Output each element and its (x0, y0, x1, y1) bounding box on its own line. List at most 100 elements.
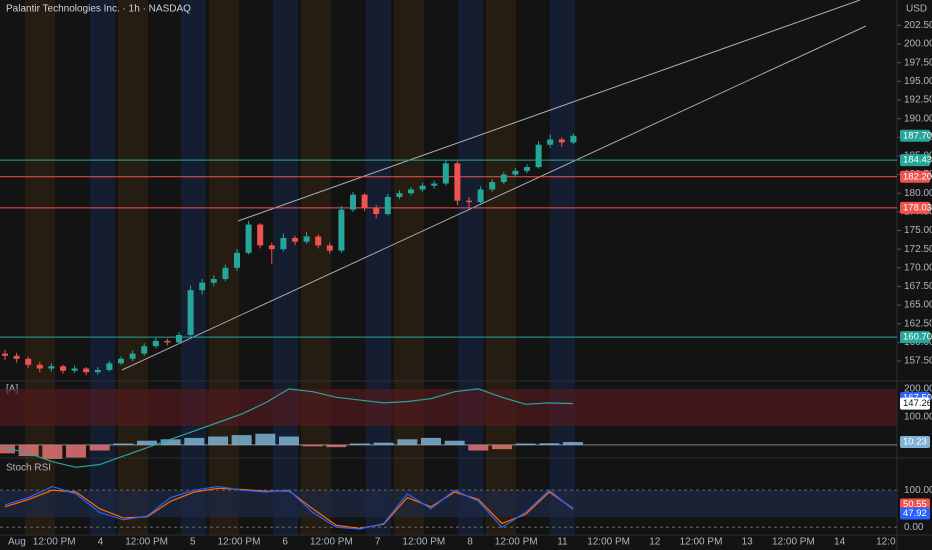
candle-body (384, 196, 391, 215)
price-badge-label: 182.20 (903, 171, 932, 182)
candle-body (187, 290, 194, 335)
candle-body (535, 144, 542, 168)
y-tick-label: 175.00 (904, 225, 932, 236)
macd-hist (468, 444, 489, 451)
candle-body (129, 353, 136, 359)
candle-body (141, 346, 148, 354)
candle-body (2, 353, 8, 356)
candle-body (373, 208, 380, 215)
macd-hist (89, 444, 110, 451)
macd-hist (255, 433, 276, 445)
macd-hist (492, 444, 512, 450)
x-tick-label: 5 (190, 537, 196, 548)
price-badge-label: 184.43 (903, 155, 932, 166)
session-band (301, 0, 331, 535)
candle-body (500, 174, 507, 183)
candle-body (245, 224, 252, 253)
x-tick-label: 6 (282, 537, 288, 548)
x-tick-label: Aug (8, 537, 26, 548)
y-tick-label: 200.00 (904, 39, 932, 50)
session-band (550, 0, 575, 535)
y-tick-label: 200.00 (904, 384, 932, 395)
candle-body (489, 182, 496, 190)
candle-body (558, 139, 565, 143)
y-tick-label: 195.00 (904, 76, 932, 87)
trend-line (121, 25, 867, 371)
macd-hist (279, 436, 299, 445)
trend-line (237, 0, 861, 222)
y-tick-label: 202.50 (904, 20, 932, 31)
x-tick-label: 13 (742, 537, 754, 548)
candle-body (164, 340, 171, 343)
candle-body (303, 236, 310, 242)
candle-body (361, 194, 368, 209)
x-tick-label: 12:00 PM (495, 537, 538, 548)
session-band (486, 0, 516, 535)
macd-hist (515, 443, 536, 445)
macd-hist (208, 436, 228, 445)
x-tick-label: 12:00 PM (772, 537, 815, 548)
session-band (118, 0, 148, 535)
price-badge-label: 187.70 (903, 130, 932, 141)
candle-body (257, 224, 264, 246)
candle-body (60, 366, 66, 371)
stoch-badge-label: 50.55 (903, 499, 927, 510)
candle-body (338, 209, 345, 251)
candle-body (234, 252, 240, 268)
macd-hist (160, 439, 181, 445)
candle-body (152, 340, 159, 347)
x-tick-label: 12:00 PM (587, 537, 630, 548)
x-tick-label: 7 (375, 537, 381, 548)
x-tick-label: 12:00 PM (125, 537, 168, 548)
candle-body (350, 194, 356, 210)
price-badge (900, 129, 930, 142)
candle-body (477, 189, 484, 203)
currency: USD (906, 4, 927, 15)
candle-body (71, 368, 78, 371)
candle-body (442, 163, 449, 184)
candle-body (36, 364, 43, 369)
stoch-badge-label: 47.92 (903, 508, 927, 519)
y-tick-label: 172.50 (904, 244, 932, 255)
price-badge (900, 170, 930, 183)
candle-body (210, 278, 217, 283)
macd-hist (421, 437, 441, 445)
y-tick-label: 190.00 (904, 113, 932, 124)
line-badge (900, 397, 930, 410)
price-badge (900, 201, 930, 214)
candle-body (431, 183, 438, 186)
x-tick-label: 8 (467, 537, 473, 548)
candle-body (547, 139, 554, 145)
candle-body (454, 163, 461, 201)
y-tick-label: 197.50 (904, 57, 932, 68)
candle-body (326, 245, 333, 251)
macd-hist (326, 444, 347, 448)
candle-body (199, 282, 206, 291)
line-badge-label: 147.26 (903, 398, 932, 409)
candle-body (222, 267, 229, 279)
x-tick-label: 11 (557, 537, 568, 548)
session-band (181, 0, 206, 535)
candle-body (13, 355, 20, 359)
y-tick-label: 180.00 (904, 188, 932, 199)
macd-hist (113, 443, 134, 445)
hist-badge-label: 10.23 (903, 437, 927, 448)
candle-body (94, 370, 101, 373)
session-band (458, 0, 483, 535)
candle-body (118, 358, 124, 364)
candle-body (315, 236, 322, 246)
candle-body (466, 200, 472, 203)
x-tick-label: 12:00 PM (33, 537, 76, 548)
session-band (90, 0, 115, 535)
stoch-label: Stoch RSI (6, 463, 51, 474)
macd-hist (373, 442, 394, 445)
x-tick-label: 12:00 PM (402, 537, 445, 548)
session-band (394, 0, 424, 535)
candle-body (280, 237, 287, 250)
candle-body (292, 237, 298, 242)
macd-hist (184, 437, 205, 445)
macd-hist (18, 444, 39, 457)
hist-badge (900, 436, 930, 449)
x-tick-label: 14 (834, 537, 846, 548)
